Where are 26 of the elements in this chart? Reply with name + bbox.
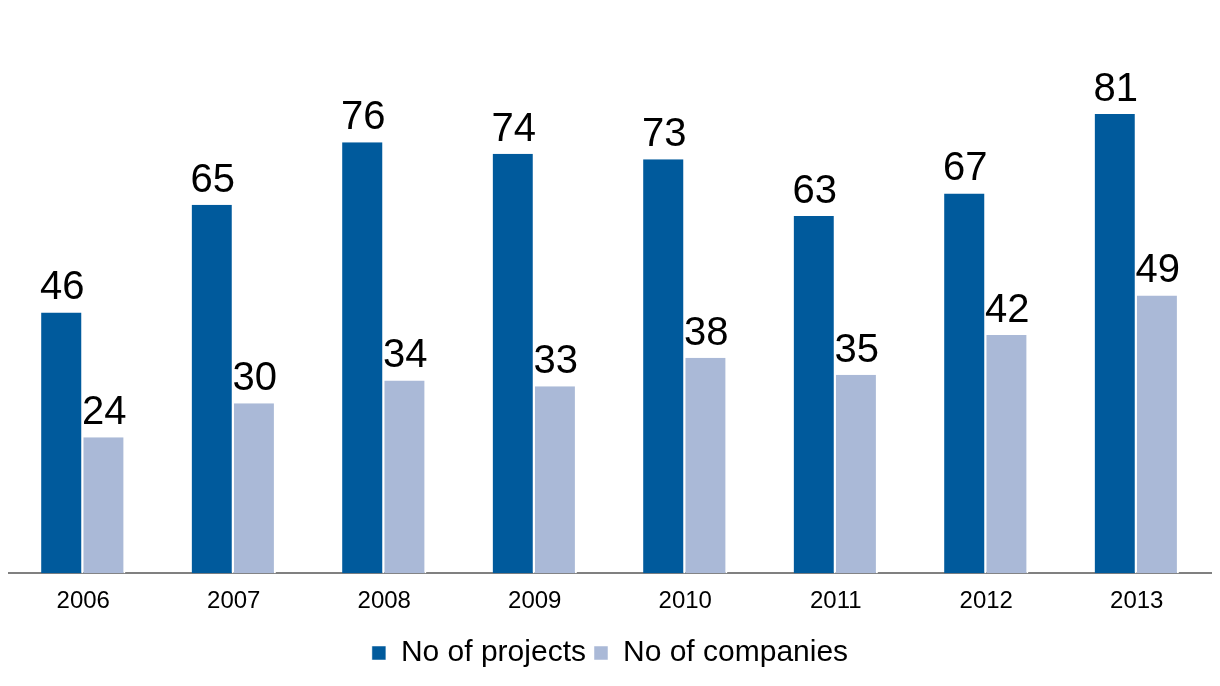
x-tick-label: 2008 [357, 586, 411, 614]
data-label: 67 [942, 144, 988, 189]
data-label: 65 [190, 155, 235, 200]
data-label: 46 [39, 263, 85, 308]
data-label: 30 [232, 354, 278, 399]
data-label: 24 [82, 388, 127, 433]
x-tick-label: 2011 [809, 586, 862, 614]
data-label: 35 [834, 325, 880, 370]
data-label: 74 [491, 104, 536, 149]
x-tick-label: 2013 [1110, 586, 1164, 614]
x-tick-label: 2010 [658, 586, 712, 614]
x-tick-label: 2009 [508, 586, 562, 614]
x-tick-label: 2012 [959, 586, 1013, 614]
x-tick-label: 2006 [56, 586, 110, 614]
data-label: 63 [792, 167, 837, 212]
legend-label: No of projects [400, 634, 586, 668]
data-label: 49 [1135, 246, 1181, 291]
data-label: 73 [641, 110, 687, 155]
legend-label: No of companies [622, 634, 849, 668]
data-label: 76 [340, 93, 386, 138]
x-tick-label: 2007 [207, 586, 261, 614]
data-label: 42 [985, 286, 1030, 331]
data-label: 38 [684, 308, 729, 353]
data-label: 81 [1093, 65, 1138, 110]
data-label: 34 [383, 331, 428, 376]
data-label: 33 [533, 337, 579, 382]
